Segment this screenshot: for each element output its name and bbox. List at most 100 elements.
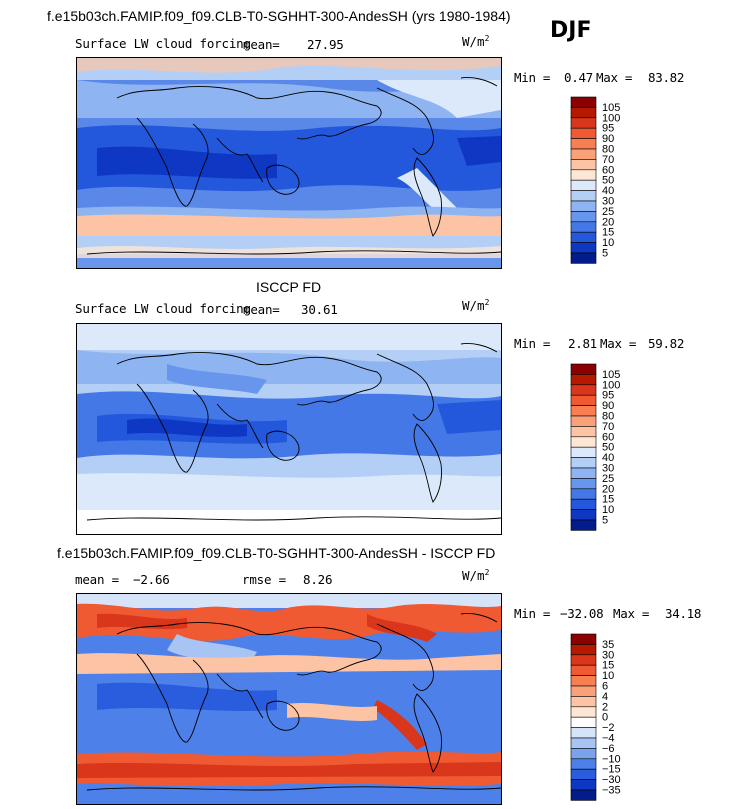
colorbar-tick-label: 40 — [602, 185, 614, 197]
colorbar-swatch — [570, 498, 597, 510]
colorbar-tick-label: 25 — [602, 206, 614, 218]
colorbar-tick-label: 50 — [602, 175, 614, 187]
colorbar-swatch — [570, 748, 597, 760]
colorbar-swatch — [570, 138, 597, 150]
colorbar-swatch — [570, 169, 597, 181]
colorbar-swatch — [570, 457, 597, 469]
colorbar-tick-label: −15 — [602, 764, 621, 776]
panel3-units: W/m2 — [462, 568, 490, 584]
colorbar-swatch — [570, 426, 597, 438]
colorbar-swatch — [570, 664, 597, 676]
colorbar-tick-label: −10 — [602, 753, 621, 765]
panel2-variable: Surface LW cloud forcing — [75, 301, 251, 316]
panel2-max-label: Max = — [600, 336, 637, 351]
panel2-mean-value: 30.61 — [301, 302, 338, 317]
colorbar-swatch — [570, 252, 597, 264]
colorbar-swatch — [570, 96, 597, 108]
colorbar-swatch — [570, 242, 597, 254]
colorbar-tick-label: 105 — [602, 102, 620, 114]
colorbar-swatch — [570, 446, 597, 458]
panel3-mean-value: −2.66 — [133, 572, 170, 587]
colorbar-swatch — [570, 211, 597, 223]
colorbar-tick-label: −30 — [602, 774, 621, 786]
colorbar-tick-label: 20 — [602, 483, 614, 495]
colorbar-tick-label: 10 — [602, 237, 614, 249]
colorbar-swatch — [570, 436, 597, 448]
colorbar-tick-label: 15 — [602, 660, 614, 672]
colorbar-tick-label: 0 — [602, 712, 608, 724]
panel3-colorbar: 35 30 15 10 6 4 2 0 −2 −4 −6 −10 −15 −30 −35 — [570, 633, 631, 802]
colorbar-swatch — [570, 231, 597, 243]
colorbar-swatch — [570, 737, 597, 749]
colorbar-swatch — [570, 654, 597, 666]
colorbar-swatch — [570, 415, 597, 427]
colorbar-tick-label: 95 — [602, 123, 614, 135]
colorbar-tick-label: 95 — [602, 390, 614, 402]
colorbar-tick-label: 70 — [602, 421, 614, 433]
season-label: DJF — [550, 18, 592, 43]
colorbar-swatch — [570, 148, 597, 160]
colorbar-tick-label: −2 — [602, 722, 615, 734]
colorbar-tick-label: 25 — [602, 473, 614, 485]
panel1-max-value: 83.82 — [648, 70, 685, 85]
colorbar-swatch — [570, 117, 597, 129]
panel2-max-value: 59.82 — [648, 336, 685, 351]
panel1-min-label: Min = — [514, 70, 551, 85]
panel3-max-label: Max = — [613, 606, 650, 621]
colorbar-swatch — [570, 519, 597, 531]
panel1-max-label: Max = — [596, 70, 633, 85]
colorbar-swatch — [570, 789, 597, 801]
colorbar-swatch — [570, 478, 597, 490]
colorbar-tick-label: 105 — [602, 369, 620, 381]
panel2-min-value: 2.81 — [568, 336, 597, 351]
panel1-colorbar: 105 100 95 90 80 70 60 50 40 30 25 20 15 10 5 — [570, 96, 631, 265]
colorbar-swatch — [570, 127, 597, 139]
panel3-map — [76, 593, 502, 805]
panel3-rmse-value: 8.26 — [303, 572, 333, 587]
colorbar-tick-label: 100 — [602, 112, 620, 124]
colorbar-swatch — [570, 779, 597, 791]
colorbar-swatch — [570, 394, 597, 406]
panel2-map — [76, 323, 502, 535]
colorbar-tick-label: 100 — [602, 379, 620, 391]
panel3-title: f.e15b03ch.FAMIP.f09_f09.CLB-T0-SGHHT-30… — [57, 545, 496, 561]
colorbar-swatch — [570, 509, 597, 521]
panel3-mean-label: mean = — [75, 572, 119, 587]
colorbar-tick-label: 40 — [602, 452, 614, 464]
colorbar-swatch — [570, 190, 597, 202]
colorbar-tick-label: 4 — [602, 691, 608, 703]
colorbar-swatch — [570, 758, 597, 770]
colorbar-tick-label: −35 — [602, 785, 621, 797]
panel2-units: W/m2 — [462, 298, 490, 314]
panel2-min-label: Min = — [514, 336, 551, 351]
colorbar-tick-label: 60 — [602, 164, 614, 176]
colorbar-tick-label: 30 — [602, 649, 614, 661]
colorbar-swatch — [570, 716, 597, 728]
colorbar-tick-label: 90 — [602, 133, 614, 145]
colorbar-tick-label: 5 — [602, 248, 608, 260]
colorbar-swatch — [570, 363, 597, 375]
panel3-rmse-label: rmse = — [242, 572, 286, 587]
panel3-max-value: 34.18 — [665, 606, 702, 621]
colorbar-tick-label: −6 — [602, 743, 615, 755]
colorbar-swatch — [570, 706, 597, 718]
colorbar-tick-label: 80 — [602, 411, 614, 423]
panel1-title: f.e15b03ch.FAMIP.f09_f09.CLB-T0-SGHHT-30… — [47, 8, 511, 24]
colorbar-swatch — [570, 200, 597, 212]
colorbar-tick-label: 35 — [602, 639, 614, 651]
colorbar-tick-label: 6 — [602, 681, 608, 693]
colorbar-swatch — [570, 685, 597, 697]
panel3-min-label: Min = — [514, 606, 551, 621]
panel1-variable: Surface LW cloud forcing — [75, 36, 251, 51]
colorbar-swatch — [570, 488, 597, 500]
colorbar-tick-label: 70 — [602, 154, 614, 166]
panel3-min-value: −32.08 — [560, 606, 604, 621]
colorbar-swatch — [570, 633, 597, 645]
panel2-mean-label: mean= — [243, 302, 280, 317]
colorbar-swatch — [570, 107, 597, 119]
colorbar-swatch — [570, 467, 597, 479]
colorbar-tick-label: 80 — [602, 144, 614, 156]
colorbar-swatch — [570, 644, 597, 656]
